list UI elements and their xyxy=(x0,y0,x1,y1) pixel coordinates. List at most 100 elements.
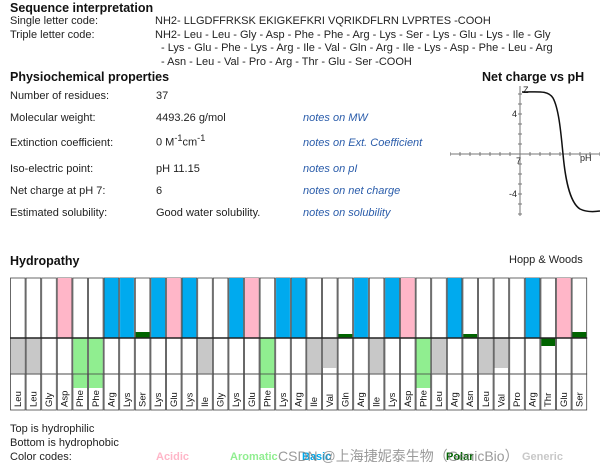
hydropathy-bar xyxy=(198,338,212,374)
residue-label: Phe xyxy=(262,390,273,407)
residue-label-cell xyxy=(509,373,525,411)
triple-letter-line-3: - Asn - Leu - Val - Pro - Arg - Thr - Gl… xyxy=(161,56,412,68)
hydropathy-column xyxy=(337,277,354,375)
legend-generic: Generic xyxy=(522,451,563,463)
net-charge-chart-title: Net charge vs pH xyxy=(482,70,585,84)
hydropathy-bar xyxy=(151,278,166,338)
residue-label: Leu xyxy=(13,391,24,407)
net-charge-curve xyxy=(521,91,600,213)
residue-label: Glu xyxy=(247,392,258,407)
charge-x-axis-label: pH xyxy=(580,153,592,163)
hydropathy-bar xyxy=(260,338,275,388)
hydropathy-bar xyxy=(369,338,384,374)
residue-label: Gln xyxy=(340,392,351,407)
residue-label: Arg xyxy=(450,392,461,407)
hydropathy-bar xyxy=(556,278,571,338)
residue-label: Leu xyxy=(481,391,492,407)
residue-label-cell xyxy=(150,373,166,411)
hydropathy-bar xyxy=(182,278,197,338)
net-charge-value: 6 xyxy=(156,185,163,197)
residue-label: Arg xyxy=(356,392,367,407)
residue-label-cell xyxy=(134,373,151,411)
hydropathy-bar xyxy=(338,334,353,338)
hydropathy-bar xyxy=(572,332,587,338)
residue-label: Pro xyxy=(512,392,523,407)
residue-label: Gly xyxy=(44,393,55,408)
residue-label: Asp xyxy=(60,391,71,407)
hydropathy-bar xyxy=(432,338,446,374)
residue-label: Val xyxy=(325,394,336,407)
hydropathy-bar xyxy=(276,278,290,338)
residue-label-cell xyxy=(493,373,510,411)
mw-label: Molecular weight: xyxy=(10,112,96,124)
residue-label-cell xyxy=(446,373,463,411)
residue-label: Ile xyxy=(200,397,211,407)
residue-label: Phe xyxy=(75,390,86,407)
sequence-title: Sequence interpretation xyxy=(10,1,154,15)
residue-label-cell xyxy=(571,373,588,411)
residue-label-cell xyxy=(540,373,556,411)
residue-label: Phe xyxy=(91,390,102,407)
hydropathy-column xyxy=(212,277,229,375)
residue-label-cell xyxy=(431,373,447,411)
mw-notes-link[interactable]: notes on MW xyxy=(303,112,368,124)
residue-label-cell xyxy=(400,373,416,411)
residue-label-cell xyxy=(556,373,572,411)
hydropathy-method: Hopp & Woods xyxy=(509,254,583,266)
hydropathy-bar xyxy=(385,278,400,338)
pi-notes-link[interactable]: notes on pI xyxy=(303,163,358,175)
hydropathy-bar xyxy=(447,278,462,338)
hydropathy-bar xyxy=(541,338,556,346)
residue-label: Arg xyxy=(528,392,539,407)
net-charge-notes-link[interactable]: notes on net charge xyxy=(303,185,401,197)
color-codes-label: Color codes: xyxy=(10,451,72,463)
net-charge-chart: Z pH 4 -4 7 xyxy=(450,85,600,216)
residue-label-cell xyxy=(353,373,369,411)
solubility-notes-link[interactable]: notes on solubility xyxy=(303,207,391,219)
hydropathy-bar xyxy=(88,338,103,388)
residue-label-cell xyxy=(228,373,244,411)
residue-label-cell xyxy=(306,373,322,411)
ext-coeff-notes-link[interactable]: notes on Ext. Coefficient xyxy=(303,137,423,149)
residue-label-cell xyxy=(322,373,338,411)
solubility-value: Good water solubility. xyxy=(156,207,261,219)
hydropathy-bar xyxy=(354,278,368,338)
residue-label-cell xyxy=(56,373,73,411)
pi-value: pH 11.15 xyxy=(156,163,200,175)
residue-label-cell xyxy=(181,373,198,411)
hydropathy-bar xyxy=(322,338,337,368)
hydropathy-bar xyxy=(307,338,322,374)
hydropathy-bar xyxy=(478,338,493,374)
residue-label-cell xyxy=(244,373,260,411)
hydropathy-bar xyxy=(525,278,540,338)
hydropathy-bar xyxy=(244,278,259,338)
residue-label-cell xyxy=(462,373,478,411)
residue-label: Leu xyxy=(28,391,39,407)
footer-bottom-note: Bottom is hydrophobic xyxy=(10,437,119,449)
hydropathy-bar xyxy=(104,278,119,338)
residue-label: Lys xyxy=(184,392,195,407)
charge-y-tick-neg4: -4 xyxy=(509,189,517,199)
legend-basic: Basic xyxy=(302,451,332,463)
residue-label-cell xyxy=(41,373,57,411)
hydropathy-column xyxy=(571,277,588,375)
ext-coeff-value: 0 M-1cm-1 xyxy=(156,133,206,149)
residue-label: Lys xyxy=(153,392,164,407)
hydropathy-title: Hydropathy xyxy=(10,254,80,268)
residue-label-cell xyxy=(415,373,432,411)
residue-label: Glu xyxy=(169,392,180,407)
residue-label: Glu xyxy=(559,392,570,407)
residue-label-cell xyxy=(197,373,213,411)
single-letter-value: NH2- LLGDFFRKSK EKIGKEFKRI VQRIKDFLRN LV… xyxy=(155,15,491,27)
residue-label-cell xyxy=(72,373,88,411)
residue-label: Ile xyxy=(372,397,383,407)
charge-x-tick-7: 7 xyxy=(516,156,521,166)
ext-coeff-label: Extinction coefficient: xyxy=(10,137,114,149)
hydropathy-chart: Leu Leu Gly Asp Phe Phe Arg Lys Ser Lys Glu Lys Ile G… xyxy=(10,277,588,411)
hydropathy-bar xyxy=(166,278,181,338)
properties-title: Physiochemical properties xyxy=(10,70,170,84)
watermark: CSDN @上海捷妮泰生物（GenicBio） xyxy=(278,448,519,464)
residue-label: Ser xyxy=(574,392,585,407)
residue-label: Arg xyxy=(294,392,305,407)
residue-label: Lys xyxy=(387,392,398,407)
